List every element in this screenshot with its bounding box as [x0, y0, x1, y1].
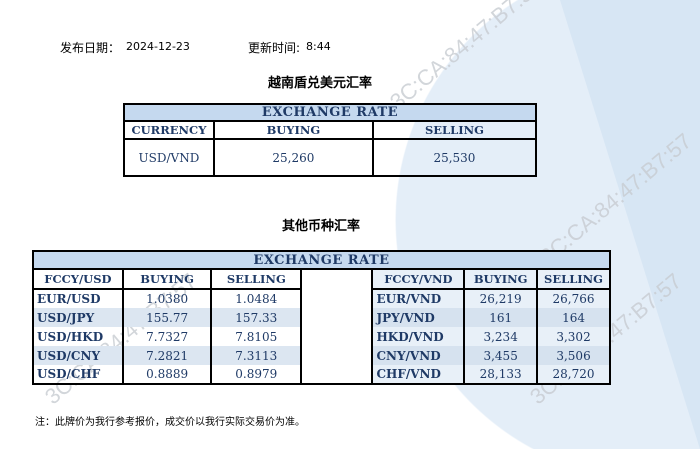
- column-header: FCCY/USD: [32, 269, 124, 290]
- buying-cell: 25,260: [212, 138, 374, 177]
- selling-cell: 7.3113: [210, 346, 303, 365]
- buying-cell: 7.2821: [121, 346, 213, 365]
- column-header: SELLING: [371, 120, 538, 140]
- spacer-cell: [300, 269, 374, 289]
- pair-cell: USD/CHF: [32, 365, 124, 385]
- selling-cell: 1.0484: [210, 289, 303, 308]
- column-header: BUYING: [121, 269, 213, 290]
- selling-cell: 3,302: [536, 327, 611, 346]
- table-row: EUR/USD 1.0380 1.0484 EUR/VND 26,219 26,…: [32, 289, 611, 308]
- update-time-label: 更新时间:: [248, 41, 301, 55]
- buying-cell: 28,133: [463, 365, 539, 385]
- pair-cell: JPY/VND: [371, 308, 466, 327]
- table-row: USD/VND 25,260 25,530: [123, 138, 538, 177]
- other-currencies-title: 其他币种汇率: [282, 219, 361, 234]
- pair-cell: USD/CNY: [32, 346, 124, 365]
- table-row: USD/HKD 7.7327 7.8105 HKD/VND 3,234 3,30…: [32, 327, 611, 346]
- selling-cell: 26,766: [536, 289, 611, 308]
- spacer-cell: [300, 289, 374, 308]
- column-header: BUYING: [463, 269, 539, 290]
- selling-cell: 0.8979: [210, 365, 303, 385]
- table-header: EXCHANGE RATE: [123, 103, 537, 122]
- spacer-cell: [300, 327, 374, 346]
- buying-cell: 26,219: [463, 289, 539, 308]
- pair-cell: USD/JPY: [32, 308, 124, 327]
- currency-cell: USD/VND: [123, 138, 215, 177]
- spacer-cell: [300, 308, 374, 327]
- spacer-cell: [300, 346, 374, 365]
- vnd-usd-table: EXCHANGE RATE CURRENCY BUYING SELLING US…: [123, 103, 538, 177]
- buying-cell: 1.0380: [121, 289, 213, 308]
- pair-cell: EUR/VND: [371, 289, 466, 308]
- pair-cell: CNY/VND: [371, 346, 466, 365]
- table-header: EXCHANGE RATE: [32, 250, 611, 270]
- column-header: FCCY/VND: [371, 269, 466, 290]
- buying-cell: 155.77: [121, 308, 213, 327]
- selling-cell: 25,530: [371, 138, 538, 177]
- selling-cell: 164: [536, 308, 611, 327]
- other-currencies-table: EXCHANGE RATE FCCY/USD BUYING SELLING FC…: [32, 250, 611, 385]
- table-row: USD/CHF 0.8889 0.8979 CHF/VND 28,133 28,…: [32, 365, 611, 385]
- column-header: SELLING: [210, 269, 303, 290]
- table-row: USD/CNY 7.2821 7.3113 CNY/VND 3,455 3,50…: [32, 346, 611, 365]
- column-header: SELLING: [536, 269, 611, 290]
- table-row: USD/JPY 155.77 157.33 JPY/VND 161 164: [32, 308, 611, 327]
- disclaimer-note: 注：此牌价为我行参考报价，成交价以我行实际交易价为准。: [35, 417, 305, 428]
- buying-cell: 161: [463, 308, 539, 327]
- selling-cell: 28,720: [536, 365, 611, 385]
- pair-cell: USD/HKD: [32, 327, 124, 346]
- buying-cell: 3,455: [463, 346, 539, 365]
- pair-cell: CHF/VND: [371, 365, 466, 385]
- spacer-cell: [300, 365, 374, 385]
- selling-cell: 157.33: [210, 308, 303, 327]
- vnd-usd-title: 越南盾兑美元汇率: [268, 76, 373, 91]
- publish-date-label: 发布日期：: [60, 41, 121, 55]
- buying-cell: 3,234: [463, 327, 539, 346]
- pair-cell: EUR/USD: [32, 289, 124, 308]
- buying-cell: 7.7327: [121, 327, 213, 346]
- pair-cell: HKD/VND: [371, 327, 466, 346]
- publish-date: 2024-12-23: [126, 40, 190, 53]
- selling-cell: 7.8105: [210, 327, 303, 346]
- buying-cell: 0.8889: [121, 365, 213, 385]
- column-header: BUYING: [212, 120, 374, 140]
- update-time: 8:44: [306, 40, 331, 53]
- column-header: CURRENCY: [123, 120, 215, 140]
- selling-cell: 3,506: [536, 346, 611, 365]
